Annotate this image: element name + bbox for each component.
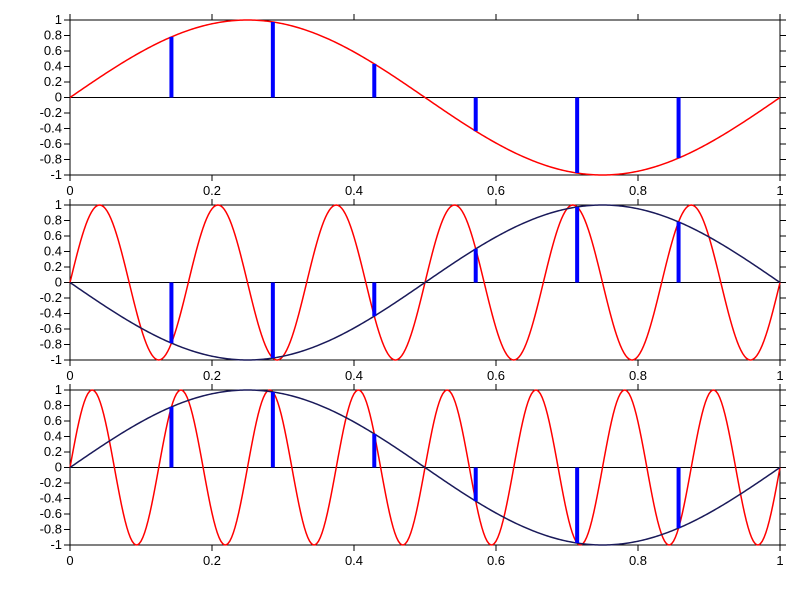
y-tick-label: 1 <box>55 382 62 397</box>
x-tick-label: 0 <box>66 553 73 568</box>
y-tick-label: 0.4 <box>44 244 62 259</box>
x-tick-label: 1 <box>776 368 783 383</box>
y-tick-label: 0 <box>55 90 62 105</box>
x-tick-label: 0.8 <box>629 183 647 198</box>
x-tick-label: 0.6 <box>487 553 505 568</box>
y-tick-label: 1 <box>55 12 62 27</box>
x-tick-label: 0 <box>66 368 73 383</box>
y-tick-label: -1 <box>50 167 62 182</box>
y-tick-label: 0.4 <box>44 59 62 74</box>
x-tick-label: 0.8 <box>629 553 647 568</box>
panel-3: -1-0.8-0.6-0.4-0.200.20.40.60.8100.20.40… <box>40 382 786 568</box>
y-tick-label: 1 <box>55 197 62 212</box>
y-tick-label: 0.8 <box>44 398 62 413</box>
y-tick-label: 0.6 <box>44 228 62 243</box>
chart-svg: -1-0.8-0.6-0.4-0.200.20.40.60.8100.20.40… <box>0 0 800 600</box>
y-tick-label: -0.6 <box>40 136 62 151</box>
y-tick-label: 0.8 <box>44 213 62 228</box>
x-tick-label: 0.2 <box>203 368 221 383</box>
y-tick-label: -1 <box>50 352 62 367</box>
x-tick-label: 0.6 <box>487 183 505 198</box>
y-tick-label: 0 <box>55 460 62 475</box>
y-tick-label: 0.2 <box>44 74 62 89</box>
y-tick-label: -0.6 <box>40 321 62 336</box>
y-tick-label: -0.4 <box>40 306 62 321</box>
y-tick-label: 0 <box>55 275 62 290</box>
y-tick-label: 0.6 <box>44 413 62 428</box>
x-tick-label: 1 <box>776 183 783 198</box>
x-tick-label: 0.2 <box>203 553 221 568</box>
chart-container: -1-0.8-0.6-0.4-0.200.20.40.60.8100.20.40… <box>0 0 800 600</box>
y-tick-label: -0.4 <box>40 491 62 506</box>
y-tick-label: -0.2 <box>40 290 62 305</box>
x-tick-label: 0.8 <box>629 368 647 383</box>
x-tick-label: 1 <box>776 553 783 568</box>
x-tick-label: 0.2 <box>203 183 221 198</box>
y-tick-label: 0.2 <box>44 444 62 459</box>
panel-2: -1-0.8-0.6-0.4-0.200.20.40.60.8100.20.40… <box>40 197 786 383</box>
y-tick-label: 0.6 <box>44 43 62 58</box>
x-tick-label: 0.4 <box>345 368 363 383</box>
y-tick-label: -0.2 <box>40 475 62 490</box>
x-tick-label: 0.4 <box>345 553 363 568</box>
y-tick-label: -0.4 <box>40 121 62 136</box>
y-tick-label: 0.2 <box>44 259 62 274</box>
y-tick-label: 0.8 <box>44 28 62 43</box>
y-tick-label: -0.2 <box>40 105 62 120</box>
y-tick-label: -0.8 <box>40 337 62 352</box>
y-tick-label: 0.4 <box>44 429 62 444</box>
panel-1: -1-0.8-0.6-0.4-0.200.20.40.60.8100.20.40… <box>40 12 786 198</box>
x-tick-label: 0.6 <box>487 368 505 383</box>
y-tick-label: -0.6 <box>40 506 62 521</box>
y-tick-label: -0.8 <box>40 522 62 537</box>
y-tick-label: -0.8 <box>40 152 62 167</box>
y-tick-label: -1 <box>50 537 62 552</box>
x-tick-label: 0.4 <box>345 183 363 198</box>
x-tick-label: 0 <box>66 183 73 198</box>
